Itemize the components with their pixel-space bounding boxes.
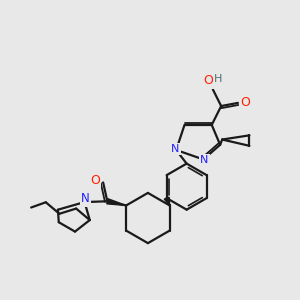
Text: O: O bbox=[204, 74, 214, 87]
Text: N: N bbox=[171, 144, 179, 154]
Text: N: N bbox=[200, 155, 208, 166]
Polygon shape bbox=[107, 199, 126, 206]
Text: H: H bbox=[214, 74, 222, 84]
Text: O: O bbox=[240, 96, 250, 110]
Text: N: N bbox=[81, 192, 90, 206]
Polygon shape bbox=[164, 197, 170, 206]
Text: O: O bbox=[90, 174, 100, 187]
